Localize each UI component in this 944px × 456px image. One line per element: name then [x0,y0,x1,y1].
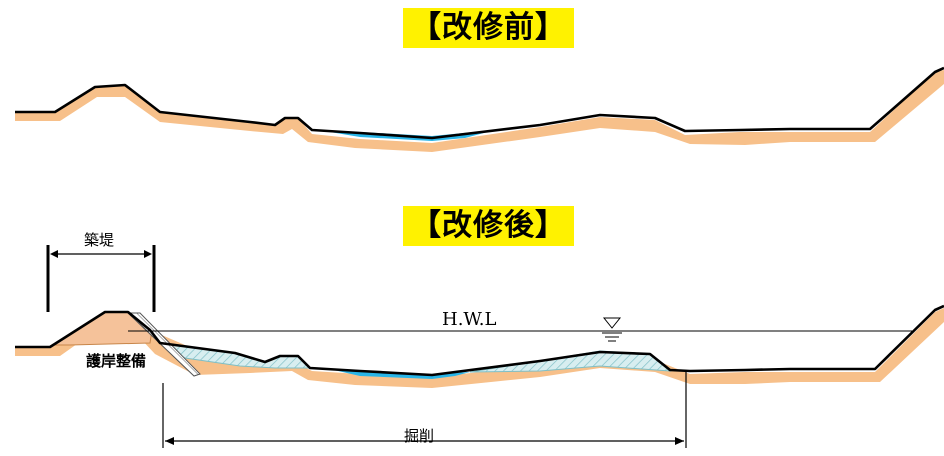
before-ground-line [15,66,944,140]
excavation-dimension [162,372,687,448]
excavation-label: 掘削 [404,427,435,445]
hwl-label: H.W.L [442,309,497,330]
after-ground-line [15,304,944,377]
title-before: 【改修前】 [403,8,574,48]
title-after: 【改修後】 [403,206,574,246]
water-level-triangle-icon [602,317,622,342]
revetment-label: 護岸整備 [86,352,147,370]
before-soil-band [15,70,944,152]
levee-dimension [46,245,156,312]
before-section [15,66,944,152]
levee-label: 築堤 [84,231,115,249]
after-soil-band [15,308,944,388]
after-section [15,245,944,448]
